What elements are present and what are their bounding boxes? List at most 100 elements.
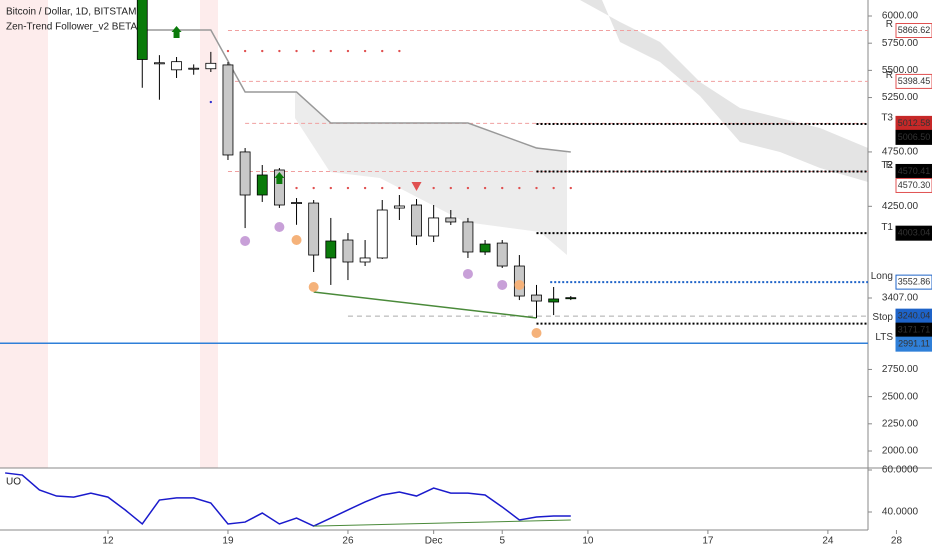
signal-dot — [381, 186, 384, 190]
level-name: R — [886, 160, 893, 171]
level-label: 3552.86 — [898, 277, 931, 287]
y-tick-label: 3407.00 — [882, 293, 919, 304]
y-tick-label: 2250.00 — [882, 418, 919, 429]
y-tick-label: 2000.00 — [882, 446, 919, 457]
signal-dot — [243, 49, 247, 53]
level-box — [895, 225, 932, 241]
candle-body — [273, 169, 285, 206]
level-label: 5012.58 — [898, 118, 931, 128]
level-name: Stop — [872, 312, 893, 323]
signal-dot — [552, 186, 555, 190]
level-label: 5398.45 — [898, 76, 931, 86]
cloud — [580, 0, 868, 182]
level-box — [895, 177, 932, 193]
signal-dot — [518, 186, 521, 190]
level-box — [895, 73, 932, 89]
y-tick-label: 5500.00 — [882, 65, 919, 76]
y2-tick-label: 40.0000 — [882, 507, 919, 518]
candle-body — [154, 62, 165, 65]
candle-body — [376, 209, 388, 259]
signal-dot — [329, 49, 333, 53]
signal-dot — [312, 49, 315, 53]
signal-circle — [531, 328, 542, 339]
level-name: Long — [871, 271, 893, 282]
candle-body — [531, 294, 542, 302]
cloud — [295, 92, 567, 255]
level-label: 3171.71 — [898, 325, 931, 335]
signal-dot — [346, 49, 350, 53]
x-tick-label: Dec — [425, 536, 443, 547]
signal-dot — [363, 186, 367, 190]
oscillator-trend — [313, 519, 571, 527]
signal-circle — [240, 236, 251, 247]
oscillator-line — [5, 472, 571, 527]
level-label: 2991.11 — [898, 339, 930, 349]
signal-dot — [226, 49, 230, 53]
candle-body — [222, 64, 234, 156]
signal-dot — [295, 49, 298, 53]
signal-dot — [346, 186, 350, 190]
level-label: 4570.30 — [898, 180, 931, 190]
level-name: R — [886, 70, 893, 81]
signal-circle — [291, 235, 302, 246]
candle-body — [393, 205, 405, 209]
triangle-down — [411, 181, 422, 191]
y-tick-label: 2500.00 — [882, 391, 919, 402]
y-tick-label: 4750.00 — [882, 147, 919, 158]
level-name: T1 — [881, 222, 893, 233]
signal-circle — [514, 279, 525, 290]
signal-dot — [501, 186, 504, 190]
x-tick-label: 19 — [222, 536, 234, 547]
y-tick-label: 6000.00 — [882, 11, 919, 22]
level-label: 4570.41 — [898, 166, 931, 176]
candle-body — [342, 239, 354, 263]
signal-dot — [363, 49, 367, 53]
arrow-up — [274, 172, 285, 185]
level-box — [895, 336, 932, 352]
arrow-up — [171, 25, 182, 38]
signal-circle — [308, 282, 319, 293]
candle-body — [308, 202, 320, 256]
candle-body — [411, 204, 422, 237]
chart-title: Bitcoin / Dollar, 1D, BITSTAMP — [6, 7, 143, 18]
candle-body — [291, 202, 302, 204]
x-tick-label: 24 — [822, 536, 834, 547]
candle-body — [205, 62, 217, 70]
signal-dot — [329, 186, 333, 190]
candle-body — [479, 243, 491, 253]
signal-dot — [381, 49, 384, 53]
y-tick-label: 2750.00 — [882, 364, 919, 375]
signal-dot — [415, 186, 418, 190]
y-tick-label: 5750.00 — [882, 38, 919, 49]
candle-body — [445, 217, 457, 223]
signal-dot — [569, 186, 572, 190]
candle-body — [548, 298, 560, 303]
candle-body — [565, 297, 577, 300]
level-name: R — [886, 19, 893, 30]
candle-body — [359, 257, 371, 263]
signal-dot — [209, 100, 213, 104]
y-tick-label: 4250.00 — [882, 201, 919, 212]
level-label: 5866.62 — [898, 25, 931, 35]
candle-body — [325, 240, 337, 259]
x-tick-label: 5 — [499, 536, 505, 547]
signal-circle — [462, 268, 473, 279]
candle-body — [171, 61, 182, 71]
level-label: 4003.04 — [898, 228, 931, 238]
y-tick-label: 5250.00 — [882, 92, 919, 103]
trend-line — [313, 291, 537, 319]
trend-line — [142, 29, 571, 153]
signal-dot — [312, 186, 315, 190]
signal-dot — [449, 186, 452, 190]
oscillator-name: UO — [6, 477, 21, 488]
signal-dot — [398, 49, 401, 53]
x-tick-label: 12 — [102, 536, 114, 547]
session-band — [200, 0, 218, 468]
x-tick-label: 28 — [891, 536, 903, 547]
candle-body — [239, 151, 251, 196]
level-label: 3240.04 — [898, 311, 931, 321]
level-name: T3 — [881, 113, 893, 124]
signal-dot — [261, 49, 264, 53]
level-box — [895, 23, 932, 39]
